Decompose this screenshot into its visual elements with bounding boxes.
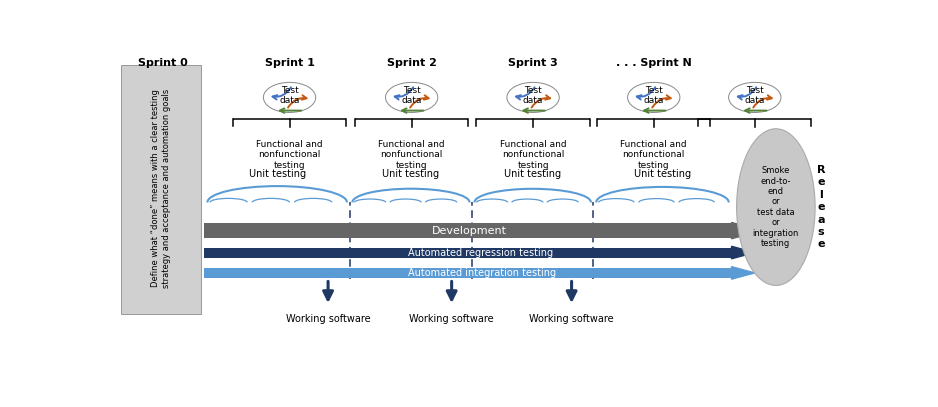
Text: Functional and
nonfunctional
testing: Functional and nonfunctional testing (500, 140, 567, 170)
Ellipse shape (264, 82, 316, 112)
Text: Sprint 0: Sprint 0 (138, 58, 188, 68)
Text: Functional and
nonfunctional
testing: Functional and nonfunctional testing (256, 140, 323, 170)
Text: Working software: Working software (409, 314, 494, 324)
FancyBboxPatch shape (204, 223, 732, 238)
FancyBboxPatch shape (204, 268, 732, 278)
Text: Unit testing: Unit testing (504, 169, 561, 179)
Text: Test
data: Test data (522, 86, 543, 105)
Text: Test
data: Test data (643, 86, 664, 105)
Ellipse shape (736, 129, 815, 285)
Text: Development: Development (432, 225, 507, 236)
Text: Functional and
nonfunctional
testing: Functional and nonfunctional testing (378, 140, 445, 170)
Ellipse shape (386, 82, 438, 112)
Text: Sprint 2: Sprint 2 (386, 58, 436, 68)
Text: Test
data: Test data (401, 86, 422, 105)
Text: Unit testing: Unit testing (634, 169, 691, 179)
FancyBboxPatch shape (204, 247, 732, 258)
Text: Unit testing: Unit testing (249, 169, 306, 179)
Text: Automated regression testing: Automated regression testing (408, 247, 553, 258)
Text: Functional and
nonfunctional
testing: Functional and nonfunctional testing (620, 140, 687, 170)
FancyBboxPatch shape (121, 64, 201, 314)
Ellipse shape (507, 82, 559, 112)
Text: Test
data: Test data (280, 86, 300, 105)
Text: Automated integration testing: Automated integration testing (408, 268, 556, 278)
Text: Sprint 3: Sprint 3 (508, 58, 558, 68)
Polygon shape (732, 223, 762, 239)
Text: Smoke
end-to-
end
or
test data
or
integration
testing: Smoke end-to- end or test data or integr… (752, 166, 799, 248)
Ellipse shape (729, 82, 781, 112)
Text: R
e
l
e
a
s
e: R e l e a s e (817, 165, 825, 249)
Text: Sprint 1: Sprint 1 (265, 58, 314, 68)
Text: Unit testing: Unit testing (383, 169, 440, 179)
Ellipse shape (628, 82, 680, 112)
Text: Working software: Working software (529, 314, 613, 324)
Text: Test
data: Test data (745, 86, 765, 105)
Polygon shape (732, 267, 755, 279)
Text: Working software: Working software (286, 314, 371, 324)
Polygon shape (732, 246, 755, 259)
Text: . . . Sprint N: . . . Sprint N (616, 58, 691, 68)
Text: Define what “done” means with a clear testing
strategy and acceptance and automa: Define what “done” means with a clear te… (151, 89, 171, 288)
